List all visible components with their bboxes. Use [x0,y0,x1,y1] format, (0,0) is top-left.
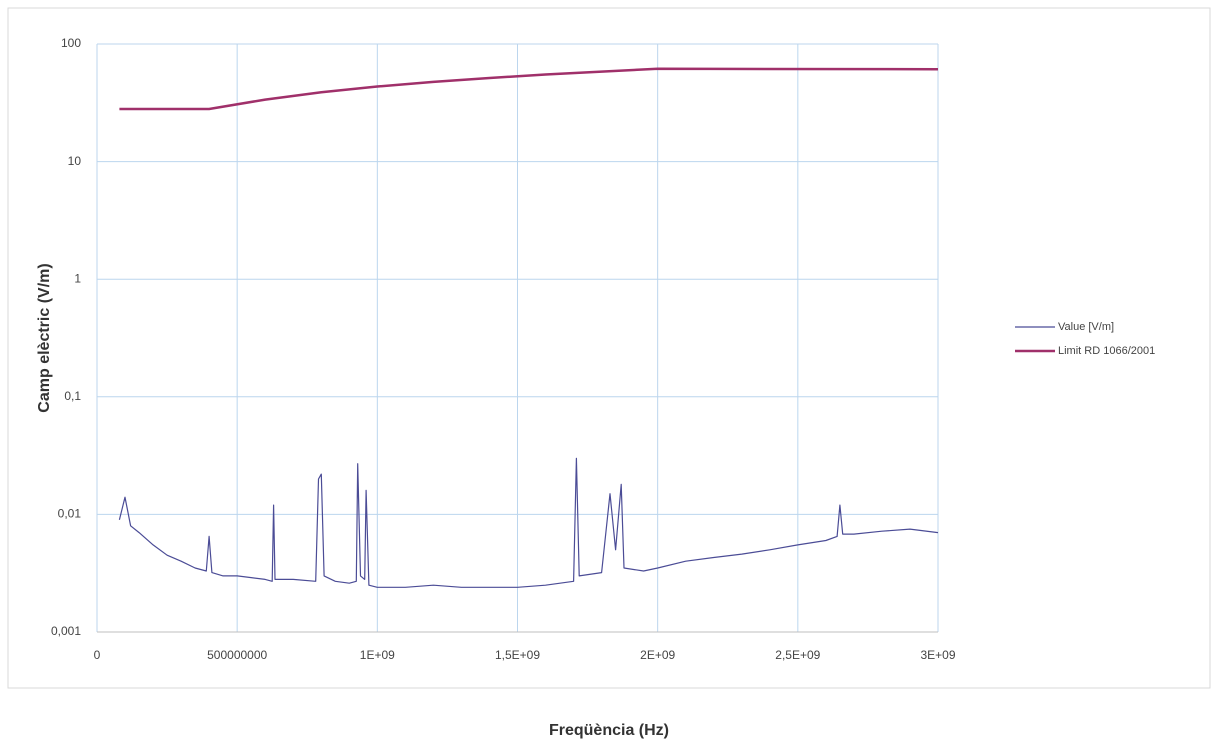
x-axis-title: Freqüència (Hz) [549,722,669,739]
y-tick-label: 0,001 [51,624,81,638]
y-tick-label: 0,01 [58,507,82,521]
y-tick-label: 1 [74,271,81,285]
y-tick-label: 100 [61,36,81,50]
legend-label: Limit RD 1066/2001 [1058,345,1155,357]
series-line [119,67,939,111]
x-tick-label: 2E+09 [640,648,675,662]
y-tick-label: 10 [68,154,82,168]
x-tick-label: 0 [94,648,101,662]
x-tick-label: 1E+09 [360,648,395,662]
x-tick-label: 1,5E+09 [495,648,540,662]
y-axis-title: Camp elèctric (V/m) [36,263,53,412]
x-tick-label: 2,5E+09 [775,648,820,662]
series-line [118,457,939,588]
x-tick-label: 3E+09 [920,648,955,662]
chart-frame [7,7,1211,689]
legend-label: Value [V/m] [1058,321,1114,333]
y-tick-label: 0,1 [64,389,81,403]
x-tick-label: 500000000 [207,648,267,662]
